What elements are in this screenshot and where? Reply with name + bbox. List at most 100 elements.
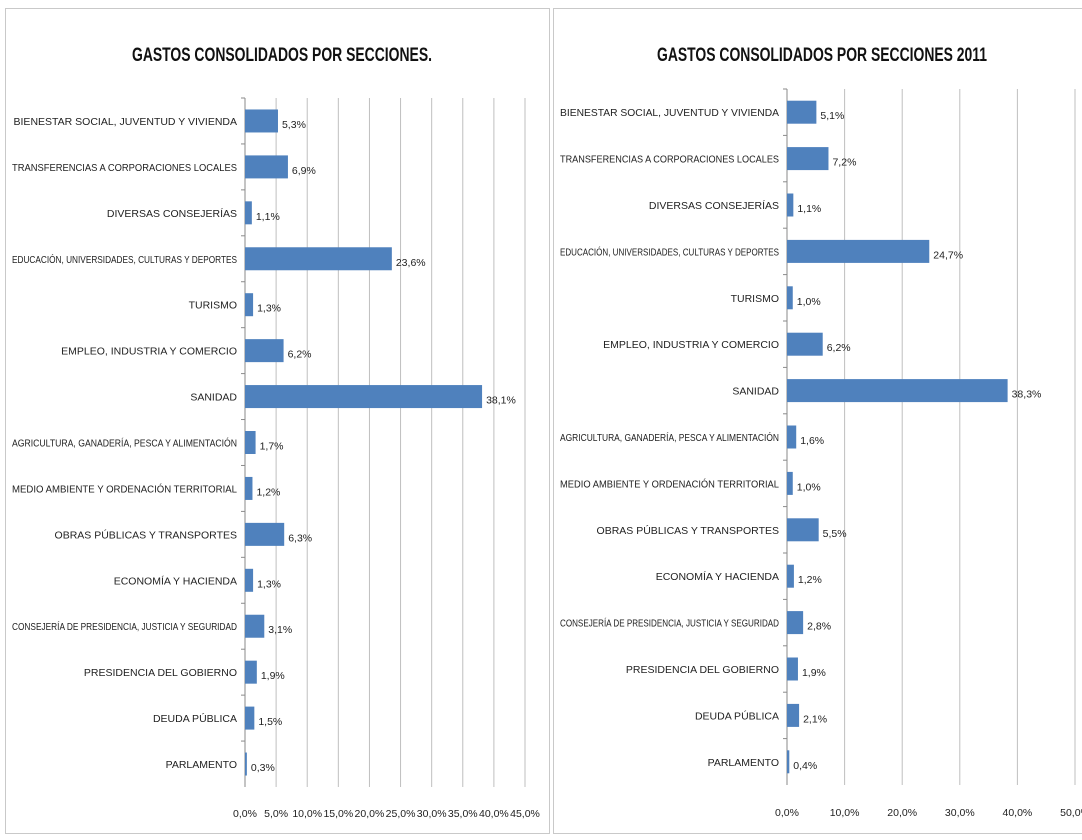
chart-2-category-label: CONSEJERÍA DE PRESIDENCIA, JUSTICIA Y SE… bbox=[560, 617, 779, 630]
chart-1-x-tick-label: 30,0% bbox=[417, 808, 447, 820]
chart-1-x-tick-label: 45,0% bbox=[510, 808, 540, 820]
chart-2-category-label: TRANSFERENCIAS A CORPORACIONES LOCALES bbox=[560, 154, 779, 166]
chart-1-category-label: EMPLEO, INDUSTRIA Y COMERCIO bbox=[61, 346, 237, 358]
chart-1-category-label: ECONOMÍA Y HACIENDA bbox=[114, 574, 237, 587]
chart-2-category-label: PARLAMENTO bbox=[708, 757, 779, 769]
chart-1-bar bbox=[245, 522, 285, 546]
chart-1-category-label: TRANSFERENCIAS A CORPORACIONES LOCALES bbox=[12, 162, 237, 174]
chart-2-bar bbox=[787, 100, 817, 124]
chart-2-svg: GASTOS CONSOLIDADOS POR SECCIONES 2011 0,… bbox=[560, 45, 1082, 819]
chart-1-data-label: 1,9% bbox=[261, 670, 285, 682]
chart-1-bar bbox=[245, 706, 255, 730]
chart-1-data-label: 1,2% bbox=[256, 486, 280, 498]
chart-2-category-label: EDUCACIÓN, UNIVERSIDADES, CULTURAS Y DEP… bbox=[560, 245, 779, 258]
chart-1-category-label: DIVERSAS CONSEJERÍAS bbox=[107, 207, 237, 220]
chart-1-x-tick-label: 20,0% bbox=[355, 808, 385, 820]
chart-2-bar bbox=[787, 332, 823, 356]
chart-1-category-label: OBRAS PÚBLICAS Y TRANSPORTES bbox=[55, 528, 237, 541]
chart-2-category-label: PRESIDENCIA DEL GOBIERNO bbox=[626, 664, 779, 676]
chart-1-x-tick-label: 0,0% bbox=[233, 808, 257, 820]
chart-2-category-label: DIVERSAS CONSEJERÍAS bbox=[649, 199, 779, 212]
chart-2-bar bbox=[787, 147, 829, 171]
chart-1-category-label: PARLAMENTO bbox=[166, 759, 237, 771]
chart-2-data-label: 24,7% bbox=[933, 249, 963, 261]
chart-2-data-label: 2,8% bbox=[807, 621, 831, 633]
chart-1-x-tick-label: 15,0% bbox=[323, 808, 353, 820]
chart-1-category-label: CONSEJERÍA DE PRESIDENCIA, JUSTICIA Y SE… bbox=[12, 620, 237, 633]
chart-1-bar bbox=[245, 752, 247, 776]
chart-1-category-label: SANIDAD bbox=[190, 392, 237, 404]
chart-2-bar bbox=[787, 611, 804, 635]
chart-2-bar bbox=[787, 379, 1008, 403]
chart-2-x-tick-label: 50,0% bbox=[1060, 807, 1082, 819]
chart-1-data-label: 1,7% bbox=[260, 441, 284, 453]
chart-2-category-label: SANIDAD bbox=[732, 386, 779, 398]
chart-2-data-label: 1,6% bbox=[800, 435, 824, 447]
chart-1-bar bbox=[245, 385, 483, 409]
chart-2-bar bbox=[787, 425, 797, 449]
chart-2-title: GASTOS CONSOLIDADOS POR SECCIONES 2011 bbox=[657, 45, 987, 66]
chart-1-bar bbox=[245, 614, 265, 638]
chart-1-category-label: AGRICULTURA, GANADERÍA, PESCA Y ALIMENTA… bbox=[12, 437, 237, 450]
chart-2-data-label: 1,0% bbox=[797, 481, 821, 493]
chart-2-bar bbox=[787, 471, 793, 495]
chart-2-category-label: BIENESTAR SOCIAL, JUVENTUD Y VIVIENDA bbox=[560, 107, 779, 119]
chart-1-category-label: PRESIDENCIA DEL GOBIERNO bbox=[84, 667, 237, 679]
chart-2-x-tick-label: 30,0% bbox=[945, 807, 975, 819]
chart-2-bar bbox=[787, 239, 930, 263]
chart-1-data-label: 6,2% bbox=[288, 349, 312, 361]
chart-1-data-label: 6,9% bbox=[292, 165, 316, 177]
chart-1-svg: GASTOS CONSOLIDADOS POR SECCIONES. 0,0% 5,… bbox=[12, 45, 540, 820]
chart-1-data-label: 3,1% bbox=[268, 624, 292, 636]
chart-2-bar bbox=[787, 286, 793, 310]
chart-1-x-tick-label: 10,0% bbox=[292, 808, 322, 820]
chart-2-bar bbox=[787, 518, 819, 542]
chart-panel-2: GASTOS CONSOLIDADOS POR SECCIONES 2011 0,… bbox=[553, 8, 1082, 834]
chart-1-data-label: 38,1% bbox=[486, 395, 516, 407]
chart-1-data-label: 23,6% bbox=[396, 257, 426, 269]
chart-2-bar bbox=[787, 750, 790, 774]
chart-2-category-label: DEUDA PÚBLICA bbox=[695, 709, 779, 722]
chart-1-category-label: TURISMO bbox=[189, 300, 237, 312]
chart-2-category-label: AGRICULTURA, GANADERÍA, PESCA Y ALIMENTA… bbox=[560, 431, 779, 444]
chart-2-data-label: 1,1% bbox=[797, 203, 821, 215]
chart-2-bar bbox=[787, 657, 798, 681]
chart-2-x-tick-label: 20,0% bbox=[887, 807, 917, 819]
chart-1-bar bbox=[245, 293, 254, 317]
chart-1-bar bbox=[245, 247, 392, 271]
chart-1-bar bbox=[245, 109, 278, 133]
chart-2-data-label: 0,4% bbox=[793, 760, 817, 772]
chart-2-data-label: 5,5% bbox=[823, 528, 847, 540]
chart-2-x-tick-label: 10,0% bbox=[830, 807, 860, 819]
chart-2-category-label: OBRAS PÚBLICAS Y TRANSPORTES bbox=[597, 524, 779, 537]
chart-1-data-label: 0,3% bbox=[251, 762, 275, 774]
chart-1-bar bbox=[245, 476, 253, 500]
chart-1-category-label: DEUDA PÚBLICA bbox=[153, 712, 237, 725]
chart-2-data-label: 1,9% bbox=[802, 667, 826, 679]
chart-2-data-label: 6,2% bbox=[827, 342, 851, 354]
chart-1-data-label: 1,1% bbox=[256, 211, 280, 223]
chart-2-category-label: MEDIO AMBIENTE Y ORDENACIÓN TERRITORIAL bbox=[560, 477, 779, 490]
chart-1-bar bbox=[245, 568, 254, 592]
chart-1-bar bbox=[245, 339, 284, 363]
chart-1-bar bbox=[245, 201, 252, 225]
chart-1-title: GASTOS CONSOLIDADOS POR SECCIONES. bbox=[132, 45, 432, 66]
chart-2-data-label: 5,1% bbox=[820, 110, 844, 122]
chart-1-x-tick-label: 40,0% bbox=[479, 808, 509, 820]
chart-1-category-label: BIENESTAR SOCIAL, JUVENTUD Y VIVIENDA bbox=[14, 116, 237, 128]
chart-panel-1: GASTOS CONSOLIDADOS POR SECCIONES. 0,0% 5,… bbox=[5, 8, 550, 834]
chart-2-data-label: 2,1% bbox=[803, 713, 827, 725]
chart-1-category-label: MEDIO AMBIENTE Y ORDENACIÓN TERRITORIAL bbox=[12, 482, 237, 495]
chart-1-x-tick-label: 25,0% bbox=[386, 808, 416, 820]
chart-1-data-label: 6,3% bbox=[288, 532, 312, 544]
chart-1-bar bbox=[245, 660, 257, 684]
chart-2-bar bbox=[787, 564, 794, 588]
chart-2-category-label: TURISMO bbox=[731, 293, 779, 305]
chart-2-bar bbox=[787, 703, 800, 727]
chart-2-category-label: ECONOMÍA Y HACIENDA bbox=[656, 570, 779, 583]
chart-1-bar bbox=[245, 431, 256, 454]
chart-2-category-label: EMPLEO, INDUSTRIA Y COMERCIO bbox=[603, 339, 779, 351]
chart-1-data-label: 5,3% bbox=[282, 119, 306, 131]
chart-1-category-label: EDUCACIÓN, UNIVERSIDADES, CULTURAS Y DEP… bbox=[12, 253, 237, 266]
chart-1-bar bbox=[245, 155, 288, 179]
